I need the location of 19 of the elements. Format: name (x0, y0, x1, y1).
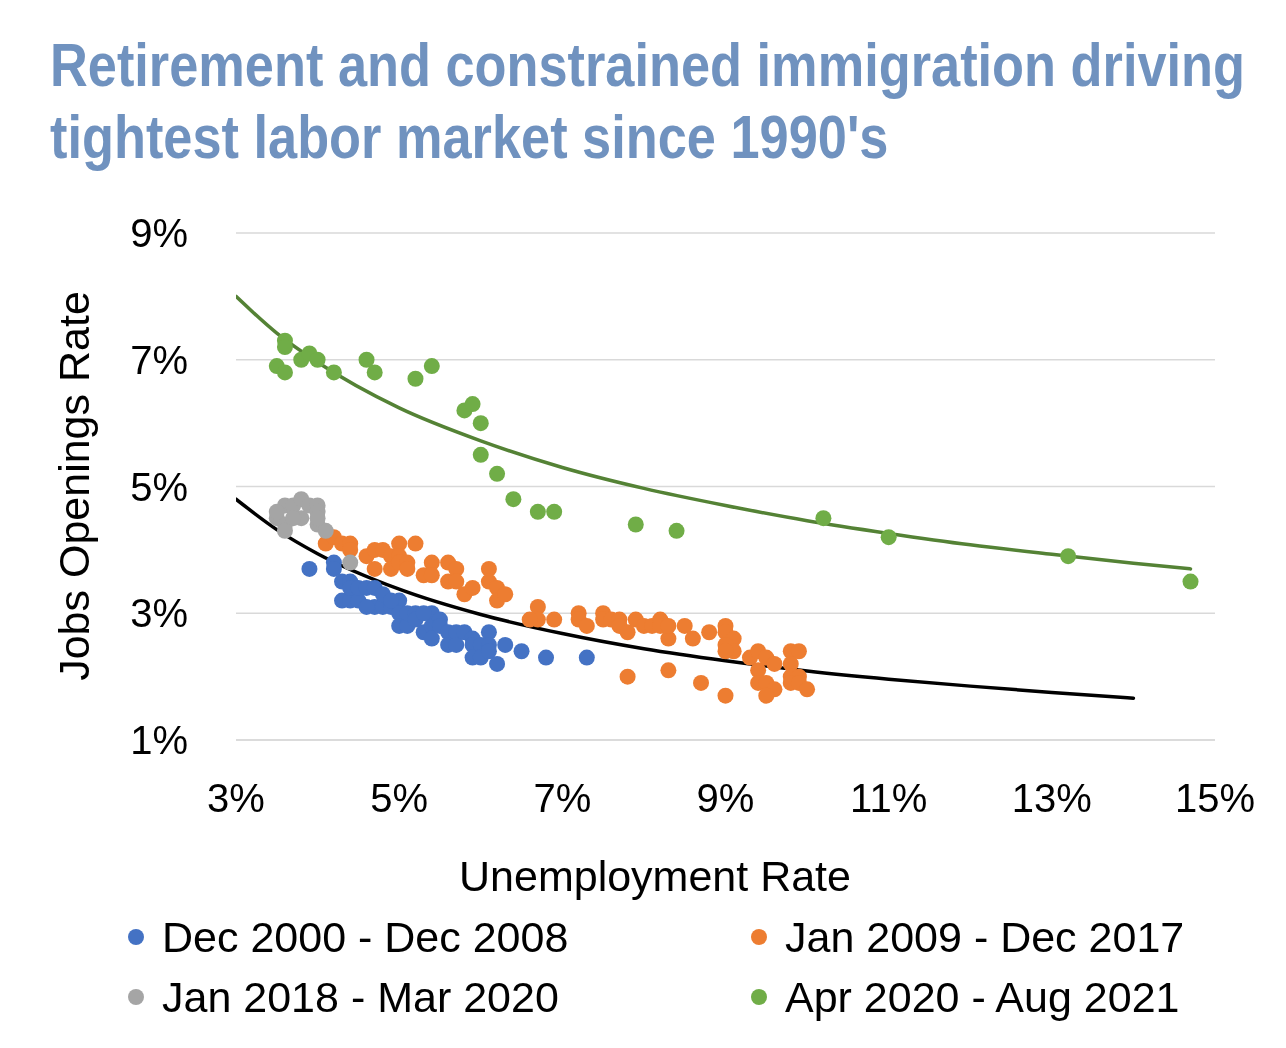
y-axis-title: Jobs Openings Rate (49, 291, 99, 681)
x-tick-label: 13% (1011, 776, 1092, 821)
legend-label: Jan 2009 - Dec 2017 (785, 912, 1185, 963)
legend-label: Apr 2020 - Aug 2021 (785, 972, 1180, 1023)
x-tick-label: 9% (696, 776, 755, 821)
y-tick-label: 3% (130, 591, 188, 636)
x-axis-title: Unemployment Rate (459, 851, 851, 901)
y-tick-label: 9% (130, 211, 188, 256)
legend-label: Dec 2000 - Dec 2008 (162, 912, 569, 963)
legend-label: Jan 2018 - Mar 2020 (162, 972, 559, 1023)
y-tick-label: 1% (130, 718, 188, 763)
x-tick-label: 7% (533, 776, 592, 821)
chart-title: Retirement and constrained immigration driving tightest labor market since 1990's (50, 29, 1246, 173)
x-tick-label: 5% (370, 776, 429, 821)
x-tick-label: 11% (850, 776, 928, 821)
x-tick-label: 3% (207, 776, 265, 821)
x-tick-label: 15% (1174, 776, 1256, 821)
y-tick-label: 5% (130, 464, 188, 509)
y-tick-label: 7% (130, 337, 188, 382)
